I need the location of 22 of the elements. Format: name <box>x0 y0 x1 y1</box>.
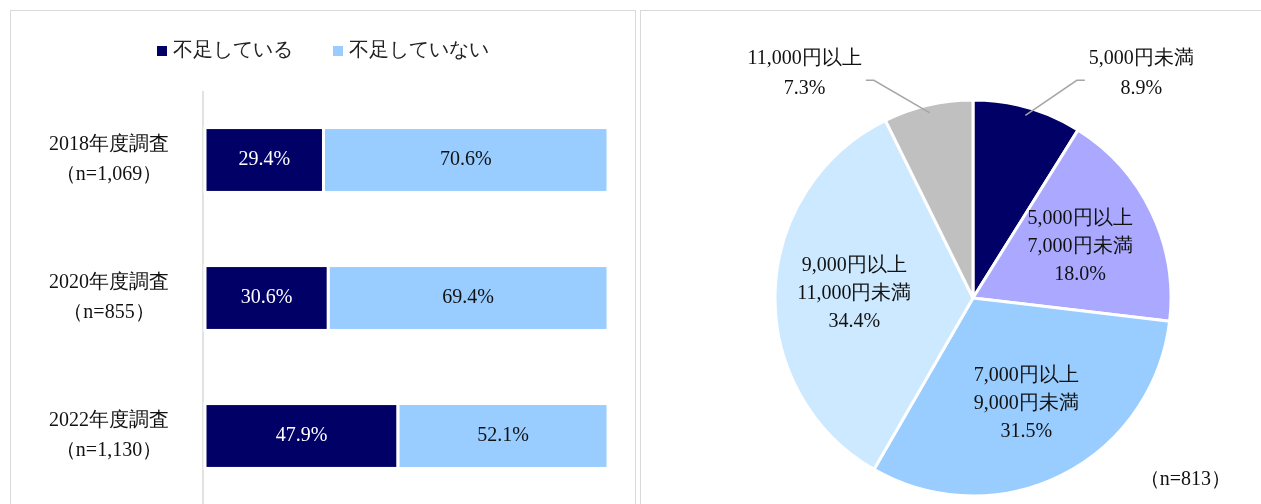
slice-label: 11,000円以上 <box>747 45 862 68</box>
data-label: 69.4% <box>442 284 494 307</box>
legend-label: 不足していない <box>349 37 489 60</box>
data-label: 47.9% <box>275 422 328 445</box>
y-tick-label: 2018年度調査（n=1,069） <box>49 131 169 184</box>
data-label: 70.6% <box>439 146 492 169</box>
data-label: 34.4% <box>828 308 881 331</box>
data-label: 18.0% <box>1054 261 1106 284</box>
slice-label: 5,000円未満 <box>1088 45 1194 68</box>
y-tick-label: 2022年度調査（n=1,130） <box>49 407 169 460</box>
text: （n=813） <box>1139 467 1231 489</box>
data-label: 7.3% <box>783 75 826 98</box>
data-label: 31.5% <box>1000 418 1053 441</box>
data-label: 29.4% <box>238 146 291 169</box>
legend-label: 不足している <box>173 37 293 60</box>
data-label: 8.9% <box>1120 75 1163 98</box>
y-tick-label: 2020年度調査（n=855） <box>49 269 169 322</box>
data-label: 30.6% <box>240 284 293 307</box>
slice-label: 7,000円以上9,000円未満 <box>973 362 1079 413</box>
slice-label: 5,000円以上7,000円未満 <box>1027 205 1133 256</box>
slice-label: 9,000円以上11,000円未満 <box>797 252 912 303</box>
data-label: 52.1% <box>477 422 529 445</box>
